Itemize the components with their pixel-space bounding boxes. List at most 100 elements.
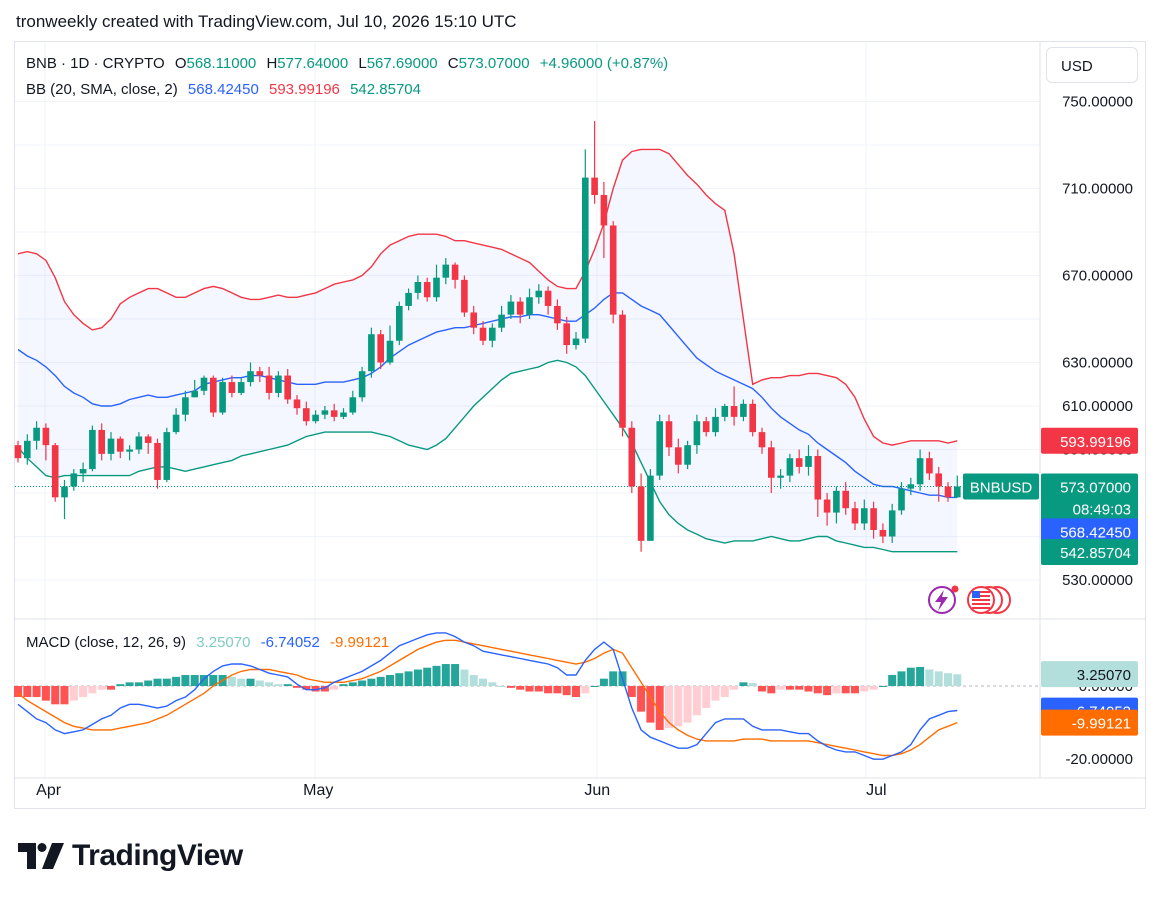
currency-button[interactable]: USD	[1046, 47, 1138, 83]
candle-body	[768, 447, 775, 478]
candle	[740, 399, 747, 422]
candle	[665, 414, 673, 457]
macd-histogram-bar	[14, 686, 22, 697]
macd-histogram-bar	[153, 678, 162, 686]
macd-histogram-bar	[590, 686, 599, 687]
macd-histogram-bar	[748, 683, 757, 686]
candle-body	[312, 414, 319, 422]
candle	[526, 288, 533, 319]
candle-body	[721, 406, 729, 417]
flash-event-icon[interactable]	[928, 585, 959, 614]
candle-body	[451, 264, 459, 280]
bb-mid-value: 568.42450	[187, 81, 259, 98]
candle-body	[898, 488, 905, 511]
macd-histogram-bar	[125, 682, 134, 686]
macd-histogram-bar	[51, 686, 60, 705]
candle	[888, 503, 896, 544]
macd-histogram-bar	[916, 666, 925, 686]
macd-histogram-bar	[469, 675, 478, 686]
macd-histogram-bar	[404, 671, 413, 686]
candle-body	[675, 447, 682, 465]
macd-histogram-bar	[609, 671, 618, 686]
time-axis-label: Jun	[584, 782, 610, 799]
macd-label[interactable]: MACD (close, 12, 26, 9)	[26, 634, 187, 651]
bb-label[interactable]: BB (20, SMA, close, 2)	[26, 81, 178, 98]
candle	[582, 149, 589, 343]
candle	[879, 523, 887, 544]
candle	[312, 410, 319, 424]
candle	[870, 501, 877, 539]
flag-stripe	[972, 599, 990, 601]
close-value: 573.07000	[458, 55, 530, 72]
candle-body	[870, 508, 877, 530]
candle-body	[423, 282, 431, 298]
candle	[758, 427, 766, 454]
time-axis-label: Apr	[36, 782, 62, 799]
price-axis-label: 750.00000	[1062, 94, 1133, 111]
symbol-label[interactable]: BNB · 1D · CRYPTO	[26, 55, 165, 72]
candle-body	[228, 382, 236, 393]
candle-body	[498, 314, 505, 328]
macd-histogram-bar	[339, 684, 348, 686]
macd-histogram-bar	[41, 686, 50, 701]
macd-histogram-bar	[311, 686, 320, 692]
candle-body	[916, 458, 924, 485]
macd-histogram-bar	[813, 686, 822, 694]
macd-histogram-bar	[79, 686, 88, 697]
macd-histogram-bar	[720, 686, 729, 697]
macd-histogram-bar	[358, 680, 367, 686]
macd-histogram-bar	[432, 665, 441, 686]
candle	[637, 473, 645, 552]
candle	[358, 366, 366, 402]
price-axis-label: 710.00000	[1062, 181, 1133, 198]
macd-histogram-bar	[553, 686, 562, 694]
candle	[619, 310, 626, 437]
candle-body	[219, 382, 226, 413]
candle-body	[693, 421, 701, 446]
macd-histogram-bar	[190, 675, 199, 686]
macd-histogram-bar	[934, 671, 943, 686]
candle	[461, 275, 468, 317]
macd-histogram-bar	[97, 686, 106, 690]
candle	[89, 425, 96, 472]
candle-body	[61, 486, 68, 498]
tradingview-logo[interactable]: TradingView	[18, 836, 243, 876]
bb-mid-tag-text: 568.42450	[1060, 524, 1131, 541]
macd-histogram-bar	[32, 686, 41, 697]
macd-histogram-bar	[320, 686, 329, 692]
macd-histogram-bar	[888, 675, 897, 686]
candle-body	[777, 475, 784, 478]
bb-lower-tag-bg	[1041, 539, 1138, 566]
us-flag-event-icon[interactable]	[967, 586, 995, 614]
candle	[377, 329, 384, 370]
last-price-tag: 573.07000 08:49:03	[1041, 473, 1138, 522]
macd-histogram-bar	[525, 686, 534, 692]
macd-histogram-bar	[851, 686, 859, 694]
candle-body	[637, 486, 645, 541]
macd-hist-tag-text: 3.25070	[1077, 667, 1131, 684]
macd-signal-line	[17, 639, 958, 757]
candle	[954, 475, 961, 498]
candle-body	[89, 429, 96, 470]
candle	[898, 482, 905, 515]
candle-body	[98, 429, 105, 454]
candle-body	[712, 416, 719, 433]
low-label: L	[358, 55, 367, 72]
macd-histogram-bar	[376, 676, 385, 686]
price-tags: 593.99196 573.07000 08:49:03 568.42450 542.8…	[963, 427, 1138, 736]
time-axis-label: May	[303, 782, 333, 799]
macd-histogram-bar	[944, 673, 952, 686]
candle-body	[554, 305, 561, 324]
macd-histogram-bar	[860, 686, 869, 692]
macd-histogram-bar	[925, 669, 934, 686]
candle-body	[628, 427, 636, 487]
ohlc-legend: BNB · 1D · CRYPTO O568.11000 H577.64000 …	[26, 55, 674, 72]
candle	[712, 408, 719, 437]
macd-histogram-bar	[144, 680, 153, 686]
macd-histogram-bar	[692, 686, 701, 716]
candle-body	[117, 438, 124, 452]
macd-histogram-bar	[255, 680, 264, 686]
candle	[330, 403, 338, 422]
candle-body	[349, 397, 357, 413]
